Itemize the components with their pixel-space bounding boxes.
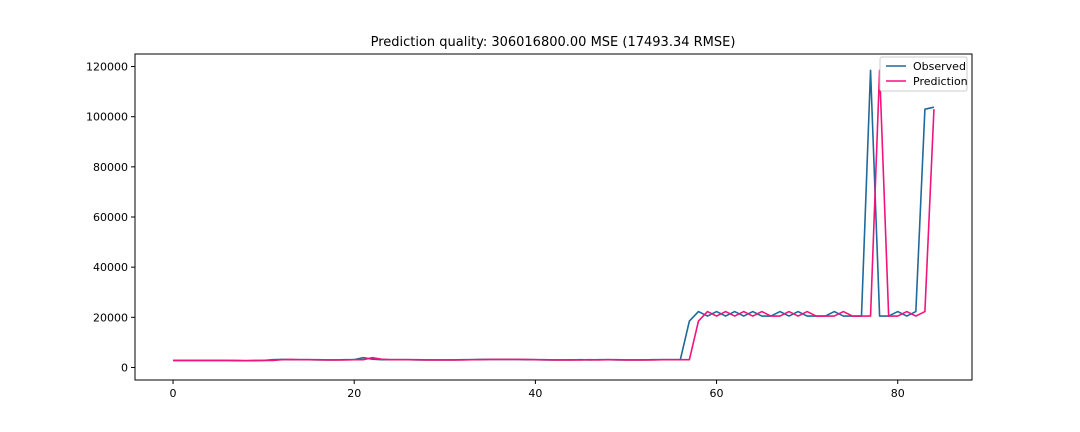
y-tick-label: 60000 xyxy=(93,211,128,224)
legend-label-prediction: Prediction xyxy=(913,75,968,88)
y-tick-label: 100000 xyxy=(86,111,128,124)
series-line-prediction xyxy=(173,69,935,362)
plot-frame xyxy=(134,53,973,381)
x-tick-label: 20 xyxy=(347,387,361,400)
y-tick-label: 0 xyxy=(121,361,128,374)
x-axis: 0 20 40 60 80 xyxy=(170,380,905,400)
x-tick-label: 80 xyxy=(891,387,905,400)
legend-label-observed: Observed xyxy=(913,60,966,73)
y-tick-label: 40000 xyxy=(93,261,128,274)
y-tick-label: 80000 xyxy=(93,161,128,174)
y-tick-label: 120000 xyxy=(86,61,128,74)
y-tick-label: 20000 xyxy=(93,311,128,324)
x-tick-label: 40 xyxy=(528,387,542,400)
x-tick-label: 0 xyxy=(170,387,177,400)
chart-title: Prediction quality: 306016800.00 MSE (17… xyxy=(371,35,736,50)
y-axis: 0 20000 40000 60000 80000 100000 120000 xyxy=(86,61,135,374)
plot-lines xyxy=(173,69,935,362)
series-line-observed xyxy=(173,69,935,362)
legend: Observed Prediction xyxy=(879,56,968,92)
x-tick-label: 60 xyxy=(710,387,724,400)
